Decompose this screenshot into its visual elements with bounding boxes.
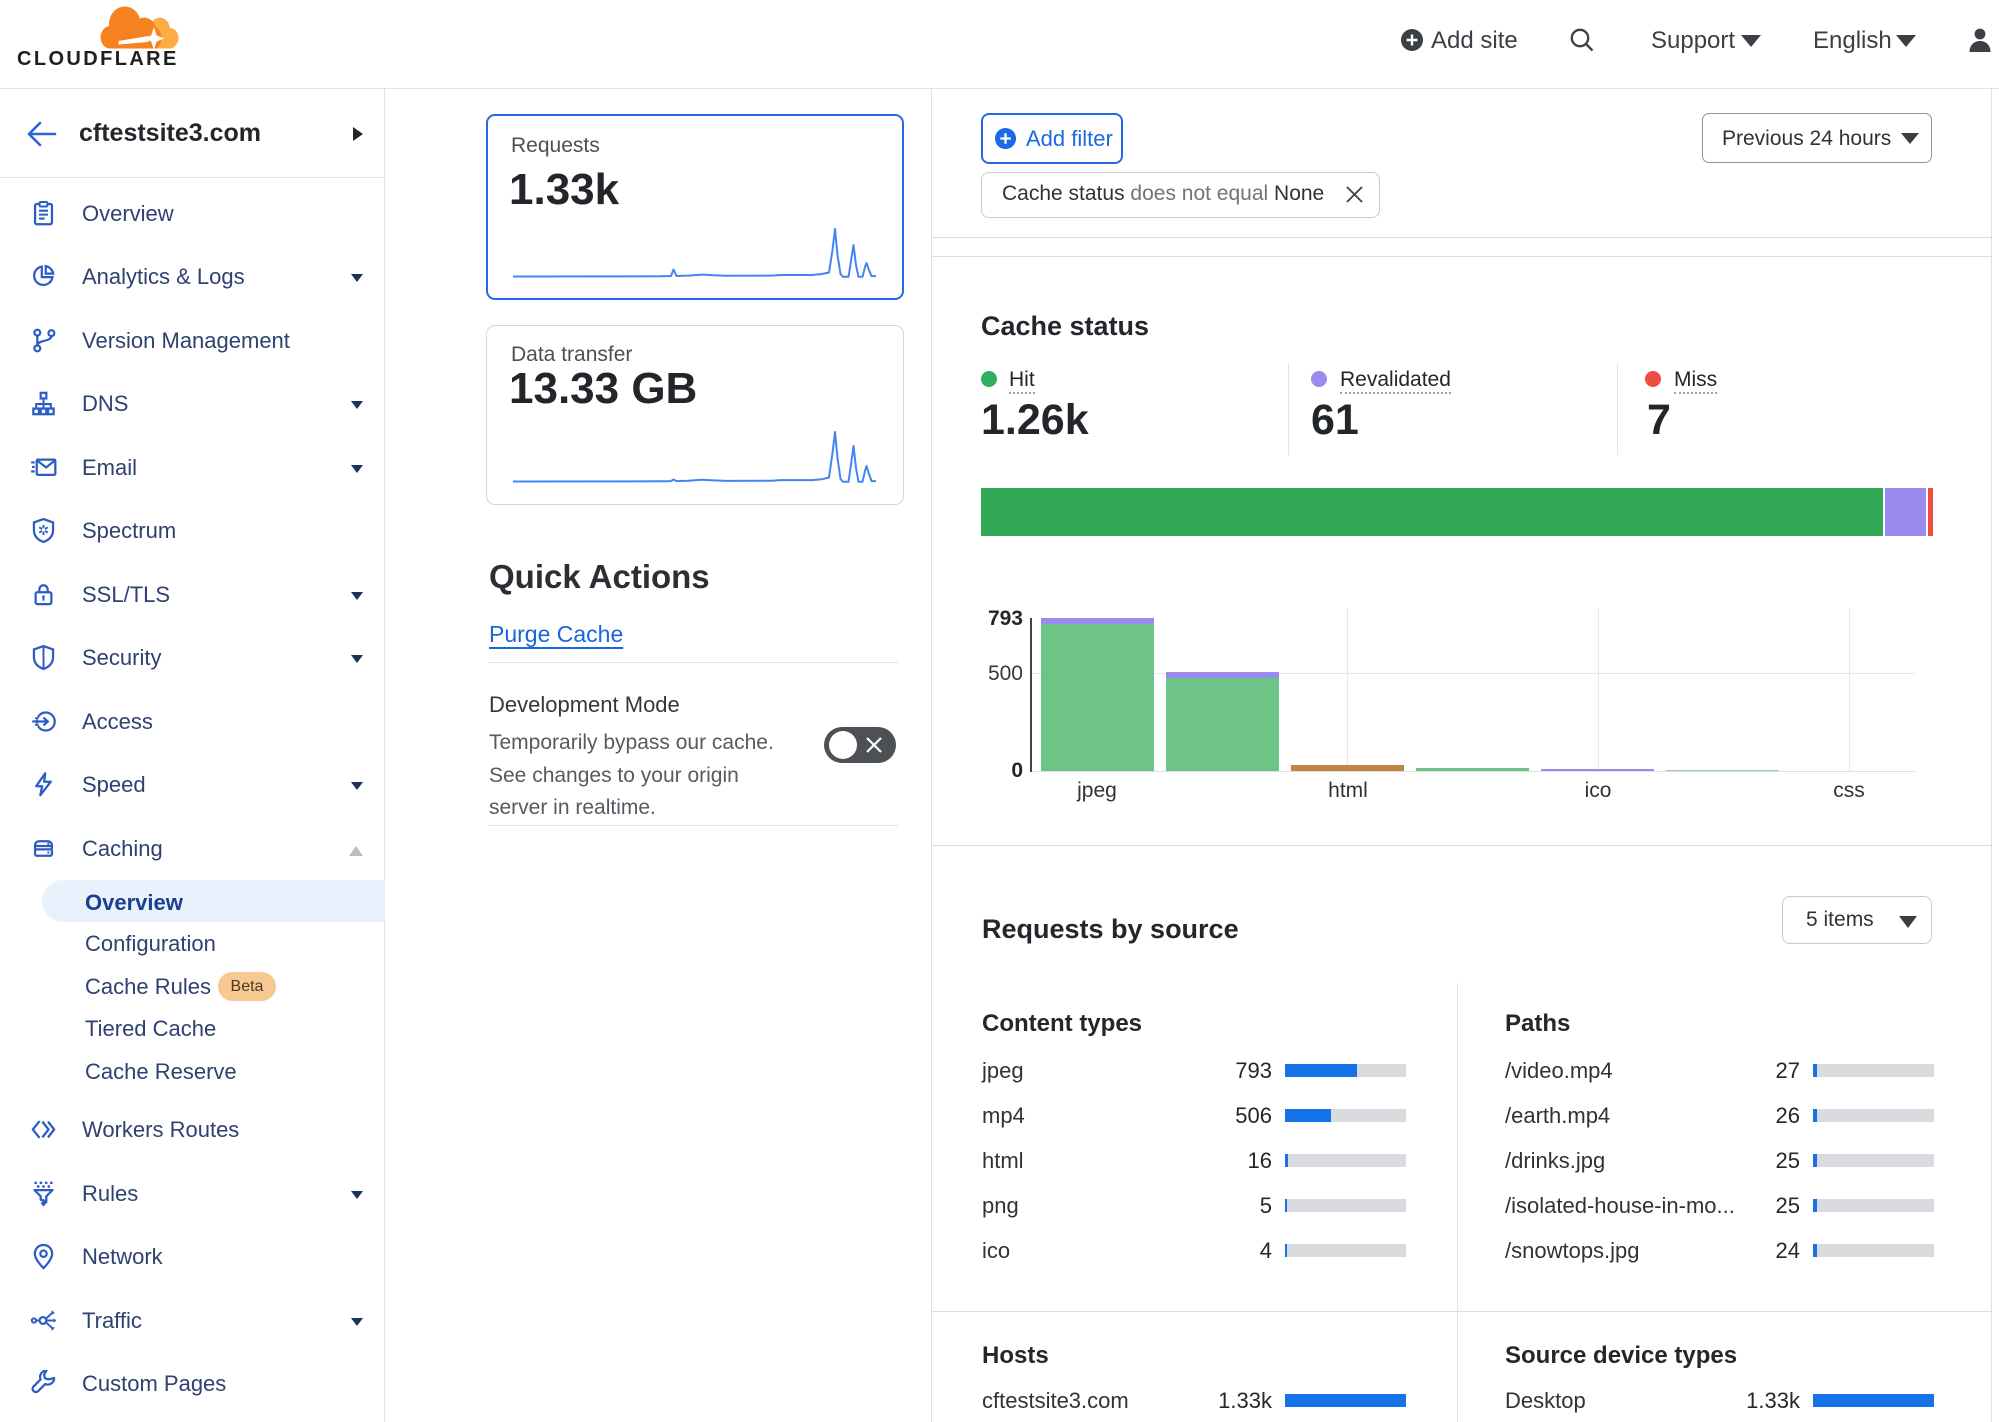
svg-text:CLOUDFLARE: CLOUDFLARE (17, 48, 179, 70)
